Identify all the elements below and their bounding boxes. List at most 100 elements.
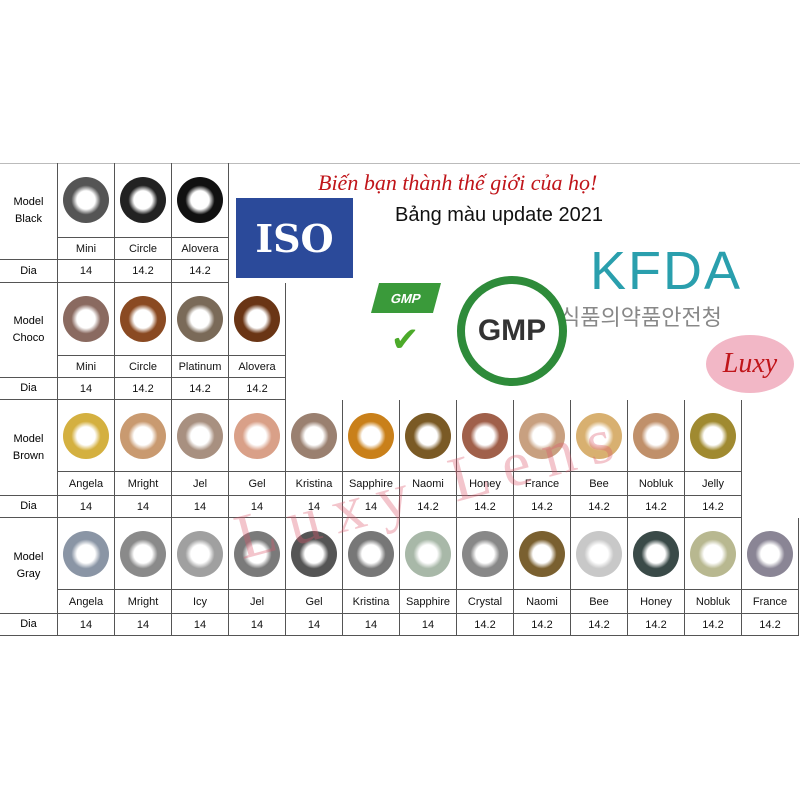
lens-cell	[343, 518, 400, 590]
lens-dia: 14.2	[571, 496, 628, 518]
lens-dia: 14	[58, 496, 115, 518]
lens-image	[576, 530, 622, 577]
lens-image	[519, 530, 565, 577]
iso-logo: ISO	[236, 198, 353, 278]
lens-dia: 14	[58, 614, 115, 636]
lens-image	[405, 412, 451, 459]
lens-image	[576, 412, 622, 459]
group-label: Model Choco	[0, 283, 58, 378]
lens-image	[633, 412, 679, 459]
lens-dia: 14.2	[514, 496, 571, 518]
lens-dia: 14.2	[400, 496, 457, 518]
lens-cell	[115, 400, 172, 472]
lens-image	[291, 412, 337, 459]
lens-name: Mright	[115, 590, 172, 614]
lens-name: Jelly	[685, 472, 742, 496]
lens-dia: 14.2	[172, 378, 229, 400]
lens-image	[747, 530, 793, 577]
table-row	[58, 518, 799, 590]
lens-name: Circle	[115, 356, 172, 378]
lens-name: France	[742, 590, 799, 614]
slogan: Biến bạn thành thế giới của họ!	[318, 170, 598, 195]
lens-dia: 14.2	[514, 614, 571, 636]
lens-cell	[58, 163, 115, 238]
lens-cell	[229, 400, 286, 472]
lens-cell	[115, 283, 172, 356]
lens-cell	[457, 400, 514, 472]
lens-image	[177, 412, 223, 459]
lens-image	[63, 177, 109, 223]
table-row: Angela Mright Jel Gel Kristina Sapphire Naomi H…	[58, 472, 742, 496]
lens-name: Circle	[115, 238, 172, 260]
lens-cell	[742, 518, 799, 590]
lens-dia: 14	[58, 260, 115, 283]
lens-cell	[685, 400, 742, 472]
lens-cell	[229, 518, 286, 590]
lens-dia: 14	[229, 496, 286, 518]
lens-dia: 14	[286, 496, 343, 518]
gmp-badge: GMP	[370, 283, 442, 313]
lens-image	[177, 177, 223, 223]
lens-image	[633, 530, 679, 577]
lens-name: Jel	[172, 472, 229, 496]
lens-dia: 14	[58, 378, 115, 400]
lens-cell	[172, 163, 229, 238]
lens-dia: 14	[115, 614, 172, 636]
lens-image	[462, 530, 508, 577]
lens-cell	[343, 400, 400, 472]
lens-dia: 14.2	[571, 614, 628, 636]
lens-dia: 14.2	[457, 614, 514, 636]
lens-name: Alovera	[172, 238, 229, 260]
lens-name: Jel	[229, 590, 286, 614]
table-top-border	[0, 163, 800, 164]
lens-name: France	[514, 472, 571, 496]
lens-name: Honey	[457, 472, 514, 496]
lens-image	[177, 296, 223, 342]
lens-image	[690, 412, 736, 459]
kfda-logo: KFDA	[590, 241, 743, 301]
lens-image	[462, 412, 508, 459]
table-row	[58, 163, 229, 238]
lens-name: Angela	[58, 472, 115, 496]
lens-dia: 14.2	[115, 378, 172, 400]
lens-dia: 14	[115, 496, 172, 518]
lens-dia: 14.2	[685, 496, 742, 518]
lens-image	[348, 530, 394, 577]
lens-name: Kristina	[343, 590, 400, 614]
lens-cell	[58, 283, 115, 356]
lens-cell	[286, 518, 343, 590]
lens-name: Sapphire	[343, 472, 400, 496]
group-label: Model Brown	[0, 400, 58, 496]
dia-label: Dia	[0, 614, 58, 636]
lens-dia: 14	[343, 614, 400, 636]
lens-dia: 14	[343, 496, 400, 518]
lens-cell	[172, 400, 229, 472]
lens-cell	[58, 400, 115, 472]
lens-image	[690, 530, 736, 577]
group-label: Model Gray	[0, 518, 58, 614]
lens-dia: 14	[172, 496, 229, 518]
lens-image	[405, 530, 451, 577]
lens-cell	[628, 518, 685, 590]
gmp-check-icon: ✔	[390, 321, 420, 359]
lens-cell	[400, 518, 457, 590]
lens-name: Kristina	[286, 472, 343, 496]
lens-image	[63, 530, 109, 577]
table-row: Angela Mright Icy Jel Gel Kristina Sapphire Cry…	[58, 590, 799, 614]
lens-name: Bee	[571, 590, 628, 614]
lens-name: Angela	[58, 590, 115, 614]
lens-cell	[514, 518, 571, 590]
lens-cell	[58, 518, 115, 590]
lens-dia: 14	[172, 614, 229, 636]
lens-image	[120, 530, 166, 577]
lens-name: Nobluk	[628, 472, 685, 496]
lens-name: Honey	[628, 590, 685, 614]
lens-name: Platinum	[172, 356, 229, 378]
lens-name: Icy	[172, 590, 229, 614]
lens-image	[120, 412, 166, 459]
dia-label: Dia	[0, 260, 58, 283]
lens-image	[63, 296, 109, 342]
lens-cell	[400, 400, 457, 472]
dia-label: Dia	[0, 496, 58, 518]
lens-dia: 14.2	[457, 496, 514, 518]
